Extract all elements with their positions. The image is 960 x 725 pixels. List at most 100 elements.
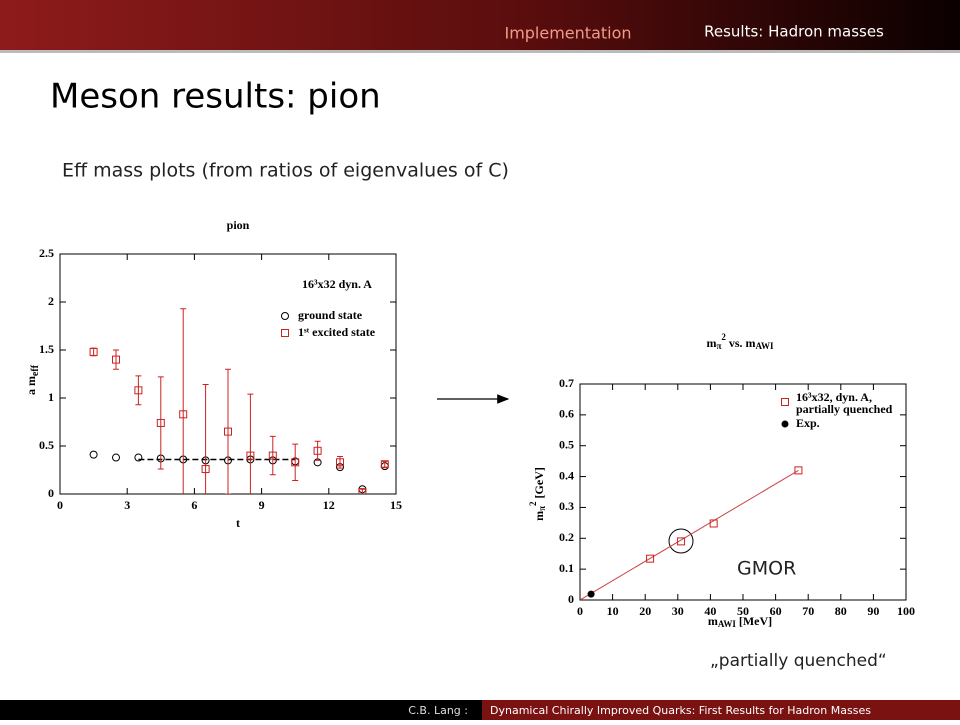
legend-marker bbox=[781, 420, 789, 428]
legend-marker bbox=[281, 329, 289, 337]
slide-title: Meson results: pion bbox=[50, 77, 381, 117]
legend-label: 16³x32, dyn. A, bbox=[796, 390, 872, 404]
fit-line bbox=[580, 469, 799, 600]
point bbox=[134, 386, 143, 395]
y-tick-label: 0.2 bbox=[559, 530, 574, 544]
plot-area bbox=[89, 308, 389, 494]
highlight-circle bbox=[668, 528, 694, 554]
legend-label: 1ˢᵗ excited state bbox=[298, 325, 376, 339]
x-tick-label: 6 bbox=[191, 498, 197, 512]
error-bar bbox=[359, 488, 366, 494]
error-bar bbox=[180, 308, 187, 494]
y-tick-label: 0.4 bbox=[559, 468, 574, 482]
x-tick-label: 0 bbox=[57, 498, 63, 512]
y-tick-label: 0.6 bbox=[559, 407, 574, 421]
x-tick-label: 100 bbox=[897, 604, 915, 618]
point bbox=[224, 427, 232, 436]
point bbox=[677, 537, 686, 546]
error-bar bbox=[314, 440, 321, 461]
x-tick-label: 15 bbox=[390, 498, 402, 512]
point bbox=[336, 458, 344, 467]
header-shadow bbox=[0, 50, 960, 53]
point bbox=[313, 446, 322, 455]
x-tick-label: 12 bbox=[323, 498, 335, 512]
x-tick-label: 30 bbox=[672, 604, 684, 618]
x-axis-label: mAWI [MeV] bbox=[708, 614, 772, 629]
point bbox=[646, 554, 655, 563]
y-tick-label: 0.5 bbox=[39, 438, 54, 452]
x-tick-label: 50 bbox=[737, 604, 749, 618]
error-bar bbox=[135, 375, 142, 406]
x-tick-label: 20 bbox=[639, 604, 651, 618]
x-tick-label: 90 bbox=[867, 604, 879, 618]
x-tick-label: 3 bbox=[124, 498, 130, 512]
legend-label: Exp. bbox=[796, 416, 820, 430]
footer-talk: Dynamical Chirally Improved Quarks: Firs… bbox=[490, 704, 871, 717]
error-bar bbox=[202, 384, 209, 494]
point bbox=[380, 460, 389, 469]
header-bar bbox=[0, 0, 960, 50]
point bbox=[89, 450, 98, 459]
point bbox=[112, 453, 120, 462]
x-axis-label: t bbox=[236, 516, 240, 530]
point bbox=[201, 465, 210, 474]
legend-label: partially quenched bbox=[796, 402, 893, 416]
point bbox=[112, 355, 120, 364]
y-axis-label: a meff bbox=[24, 364, 42, 395]
x-tick-label: 40 bbox=[704, 604, 716, 618]
y-tick-label: 0.3 bbox=[559, 499, 574, 513]
caption: „partially quenched“ bbox=[710, 651, 887, 671]
y-tick-label: 0.7 bbox=[559, 376, 574, 390]
legend-marker bbox=[781, 398, 789, 406]
point bbox=[89, 347, 98, 356]
point bbox=[134, 453, 143, 462]
point bbox=[179, 410, 188, 419]
x-tick-label: 10 bbox=[607, 604, 619, 618]
y-tick-label: 2.5 bbox=[39, 246, 54, 260]
x-tick-label: 70 bbox=[802, 604, 814, 618]
y-tick-label: 0 bbox=[568, 592, 574, 606]
y-tick-label: 0.5 bbox=[559, 437, 574, 451]
annotation: GMOR bbox=[737, 558, 796, 580]
x-tick-label: 60 bbox=[770, 604, 782, 618]
point bbox=[709, 519, 718, 528]
footer-right bbox=[482, 700, 960, 720]
point bbox=[358, 488, 367, 494]
error-bar bbox=[113, 349, 119, 370]
error-bar bbox=[381, 460, 388, 468]
x-tick-label: 80 bbox=[835, 604, 847, 618]
nav-tab[interactable]: Implementation bbox=[504, 24, 631, 43]
chart-title: pion bbox=[227, 218, 250, 232]
point bbox=[794, 466, 803, 475]
subtitle: Eff mass plots (from ratios of eigenvalu… bbox=[62, 160, 509, 182]
plot-area bbox=[580, 466, 803, 600]
footer-left bbox=[0, 700, 482, 720]
x-tick-label: 0 bbox=[577, 604, 583, 618]
legend-label: ground state bbox=[298, 308, 363, 322]
error-bar bbox=[157, 376, 164, 470]
error-bar bbox=[90, 347, 97, 357]
error-bar bbox=[269, 435, 276, 476]
y-axis-label: mπ2 [GeV] bbox=[528, 467, 547, 521]
chart-title: mπ2 vs. mAWI bbox=[706, 332, 774, 351]
point bbox=[268, 451, 277, 460]
point bbox=[291, 458, 300, 467]
point bbox=[156, 418, 165, 427]
error-bar bbox=[247, 393, 254, 494]
legend-marker bbox=[281, 312, 289, 320]
y-tick-label: 2 bbox=[48, 294, 54, 308]
y-tick-label: 1.5 bbox=[39, 342, 54, 356]
error-bar bbox=[292, 443, 299, 482]
y-tick-label: 0.1 bbox=[559, 561, 574, 575]
legend-title: 16³x32 dyn. A bbox=[302, 277, 372, 291]
x-tick-label: 9 bbox=[259, 498, 265, 512]
footer-author: C.B. Lang : bbox=[408, 704, 468, 717]
error-bar bbox=[337, 456, 343, 469]
point bbox=[246, 451, 255, 460]
y-tick-label: 0 bbox=[48, 486, 54, 500]
error-bar bbox=[225, 368, 231, 494]
y-tick-label: 1 bbox=[48, 390, 54, 404]
nav-tab[interactable]: Results: Hadron masses bbox=[704, 23, 884, 41]
